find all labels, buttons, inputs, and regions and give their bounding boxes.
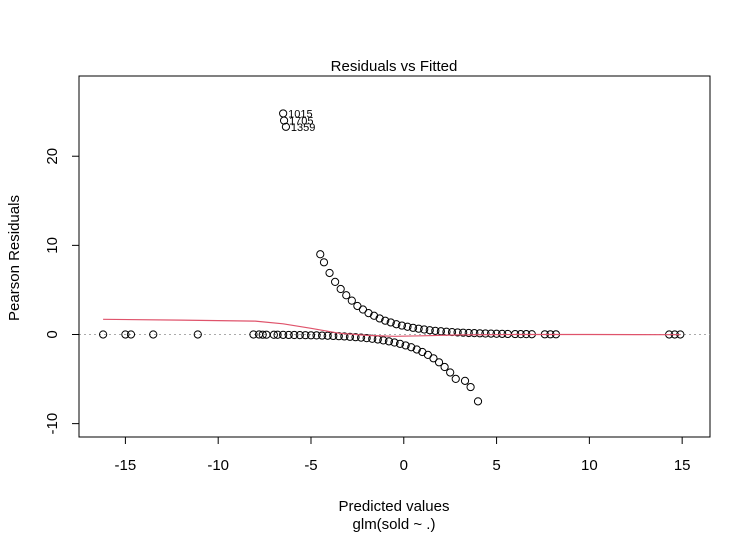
labeled-data-point	[279, 116, 289, 125]
data-point	[466, 382, 475, 392]
data-point	[284, 330, 293, 340]
x-tick-label: -15	[115, 457, 137, 474]
data-point	[375, 314, 384, 323]
labeled-data-point	[279, 109, 288, 118]
data-point	[407, 343, 416, 352]
labeled-data-point	[281, 122, 291, 131]
data-point	[325, 268, 334, 278]
data-point	[379, 336, 388, 345]
data-point	[351, 333, 360, 342]
data-point	[429, 354, 438, 363]
data-point	[347, 296, 356, 305]
data-point	[390, 338, 399, 347]
y-axis: -10 0 10 20	[44, 148, 80, 435]
data-point	[395, 339, 405, 348]
data-point	[121, 330, 130, 339]
data-point	[414, 324, 423, 333]
y-tick-label: 10	[44, 237, 61, 254]
data-point	[451, 374, 460, 383]
data-point	[316, 250, 325, 259]
data-point	[473, 397, 483, 406]
data-point	[323, 331, 332, 340]
data-point	[126, 330, 136, 339]
data-point	[193, 330, 202, 339]
x-axis-label: Predicted values	[339, 498, 450, 515]
data-point	[464, 328, 473, 338]
x-tick-label: 10	[581, 457, 598, 474]
data-point	[312, 331, 321, 340]
data-point	[345, 332, 355, 341]
y-tick-label: -10	[44, 413, 61, 435]
data-point	[492, 329, 501, 338]
smoother-line	[103, 318, 681, 337]
data-point	[434, 358, 444, 367]
y-axis-label: Pearson Residuals	[6, 195, 23, 321]
data-point	[431, 326, 440, 335]
data-point	[425, 326, 434, 335]
data-point	[460, 376, 470, 385]
data-point	[459, 328, 468, 337]
data-point	[318, 331, 327, 340]
data-point	[453, 328, 462, 337]
data-point	[249, 330, 258, 339]
data-point	[301, 331, 310, 340]
data-point	[470, 329, 479, 338]
data-point	[446, 368, 455, 377]
scatter-points	[99, 250, 685, 406]
data-point	[486, 329, 496, 338]
x-tick-label: 15	[674, 457, 691, 474]
data-point	[356, 333, 366, 342]
data-point	[447, 327, 457, 337]
data-point	[334, 332, 343, 341]
point-label: 1359	[291, 122, 315, 134]
y-tick-label: 20	[44, 148, 61, 165]
data-point	[258, 330, 267, 339]
data-point	[362, 334, 371, 343]
data-point	[408, 323, 418, 332]
data-point	[392, 320, 401, 329]
data-point	[269, 330, 278, 339]
data-point	[386, 318, 395, 327]
data-point	[440, 362, 449, 372]
data-point	[295, 331, 304, 340]
data-point	[401, 341, 410, 350]
data-point	[420, 325, 429, 334]
data-point	[306, 331, 316, 340]
x-axis: -15 -10 -5 0 5 10 15	[115, 436, 691, 474]
data-point	[290, 330, 299, 340]
data-point	[149, 330, 158, 339]
data-point	[273, 330, 282, 339]
x-tick-label: -5	[304, 457, 317, 474]
x-tick-label: -10	[207, 457, 229, 474]
plot-frame	[78, 75, 711, 438]
y-tick-label: 0	[44, 330, 61, 338]
x-axis-sublabel: glm(sold ~ .)	[353, 516, 436, 533]
data-point	[498, 329, 507, 338]
chart-title: Residuals vs Fitted	[331, 58, 458, 75]
data-point	[99, 330, 108, 339]
x-tick-label: 0	[400, 457, 408, 474]
point-label: 1705	[289, 116, 313, 128]
data-point	[342, 291, 351, 300]
data-point	[397, 321, 407, 330]
data-point	[381, 316, 390, 325]
data-point	[336, 284, 345, 294]
data-point	[319, 258, 329, 267]
data-point	[475, 329, 484, 338]
x-tick-label: 5	[492, 457, 500, 474]
point-label: 1015	[288, 108, 312, 120]
data-point	[384, 337, 394, 346]
data-point	[331, 277, 340, 287]
data-point	[340, 332, 349, 341]
data-point	[481, 329, 490, 338]
data-point	[279, 330, 288, 339]
data-point	[403, 322, 412, 331]
data-point	[412, 345, 421, 354]
